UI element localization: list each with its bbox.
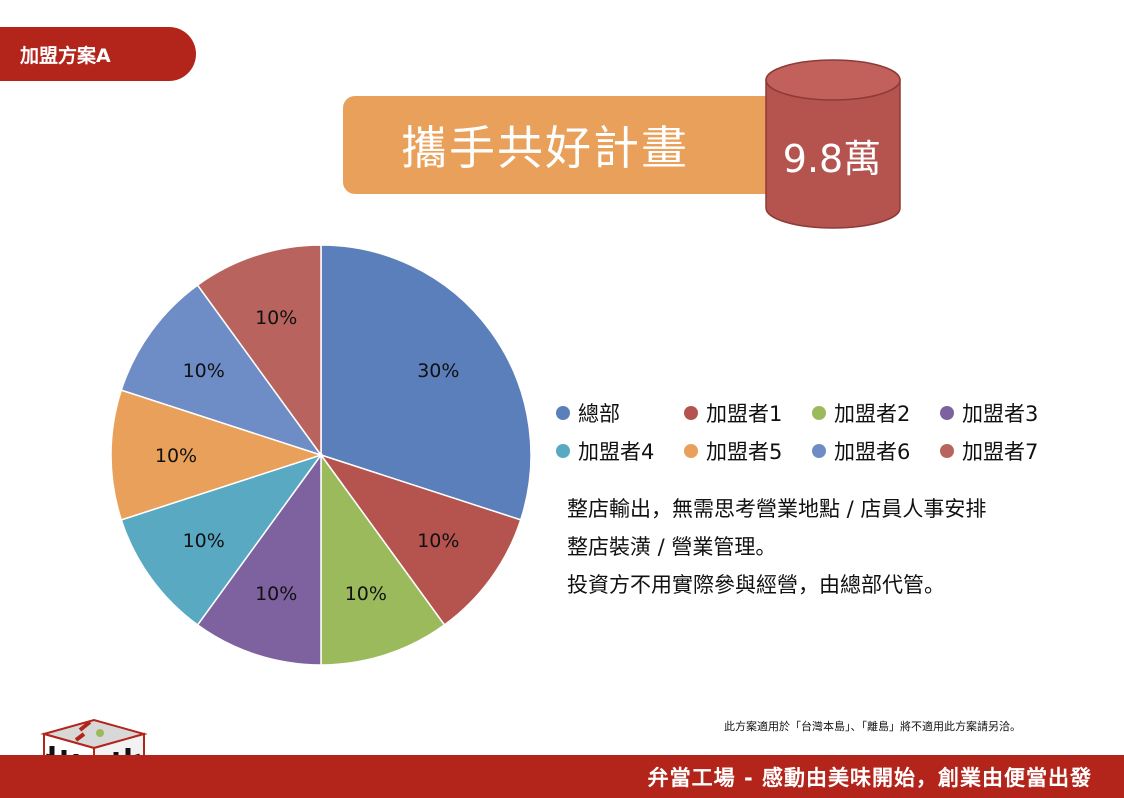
- plan-title: 攜手共好計畫: [401, 121, 689, 175]
- legend-marker-6: [812, 444, 826, 458]
- legend-marker-4: [556, 444, 570, 458]
- legend-label-1: 加盟者1: [706, 402, 783, 426]
- legend-label-0: 總部: [578, 402, 620, 426]
- pie-slice-label-3: 10%: [255, 583, 297, 605]
- pie-slice-7: [196, 244, 322, 458]
- pie-slice-label-5: 10%: [155, 445, 197, 467]
- pie-slice-0: [320, 244, 532, 521]
- pie-slice-label-2: 10%: [345, 583, 387, 605]
- legend-marker-3: [940, 406, 954, 420]
- pie-slice-label-6: 10%: [183, 360, 225, 382]
- legend-item-7: 加盟者7: [940, 436, 1068, 466]
- footnote: 此方案適用於「台灣本島」、「離島」將不適用此方案請另洽。: [724, 720, 1021, 733]
- footer-slogan: 弁當工場 - 感動由美味開始，創業由便當出發: [0, 755, 1124, 798]
- legend-item-0: 總部: [556, 398, 684, 428]
- legend-label-4: 加盟者4: [578, 440, 655, 464]
- legend-item-3: 加盟者3: [940, 398, 1068, 428]
- pie-slice-3: [196, 452, 322, 666]
- legend-item-5: 加盟者5: [684, 436, 812, 466]
- pie-slice-label-4: 10%: [183, 530, 225, 552]
- legend-marker-0: [556, 406, 570, 420]
- price-label: 9.8萬: [782, 137, 882, 181]
- legend-item-6: 加盟者6: [812, 436, 940, 466]
- description-line-1: 整店輸出，無需思考營業地點 / 店員人事安排: [567, 497, 987, 521]
- pie-slice-6: [120, 284, 323, 457]
- pie-slice-5: [110, 389, 324, 521]
- footer-text: 弁當工場 - 感動由美味開始，創業由便當出發: [647, 765, 1092, 790]
- legend-marker-2: [812, 406, 826, 420]
- legend-marker-1: [684, 406, 698, 420]
- description-line-3: 投資方不用實際參與經營，由總部代管。: [567, 573, 945, 597]
- pie-slice-label-1: 10%: [417, 530, 459, 552]
- plan-title-banner: 攜手共好計畫: [343, 96, 798, 194]
- chart-legend: 總部 加盟者1 加盟者2 加盟者3 加盟者4 加盟者5 加盟者6 加盟者7: [556, 398, 1076, 466]
- pie-slice-label-0: 30%: [417, 360, 459, 382]
- legend-label-2: 加盟者2: [834, 402, 911, 426]
- legend-marker-5: [684, 444, 698, 458]
- pie-slice-2: [320, 452, 446, 666]
- legend-label-3: 加盟者3: [962, 402, 1039, 426]
- legend-item-4: 加盟者4: [556, 436, 684, 466]
- legend-label-7: 加盟者7: [962, 440, 1039, 464]
- pie-slice-1: [319, 453, 522, 626]
- legend-label-6: 加盟者6: [834, 440, 911, 464]
- pie-slice-4: [120, 453, 323, 626]
- legend-marker-7: [940, 444, 954, 458]
- pie-chart: 30% 10% 10% 10% 10% 10% 10% 10%: [110, 244, 532, 666]
- legend-item-2: 加盟者2: [812, 398, 940, 428]
- price-barrel: [765, 59, 901, 229]
- plan-description: 整店輸出，無需思考營業地點 / 店員人事安排 整店裝潢 / 營業管理。 投資方不…: [567, 490, 986, 604]
- pie-slice-label-7: 10%: [255, 307, 297, 329]
- plan-tab: 加盟方案A: [0, 27, 196, 81]
- legend-item-1: 加盟者1: [684, 398, 812, 428]
- description-line-2: 整店裝潢 / 營業管理。: [567, 535, 777, 559]
- legend-label-5: 加盟者5: [706, 440, 783, 464]
